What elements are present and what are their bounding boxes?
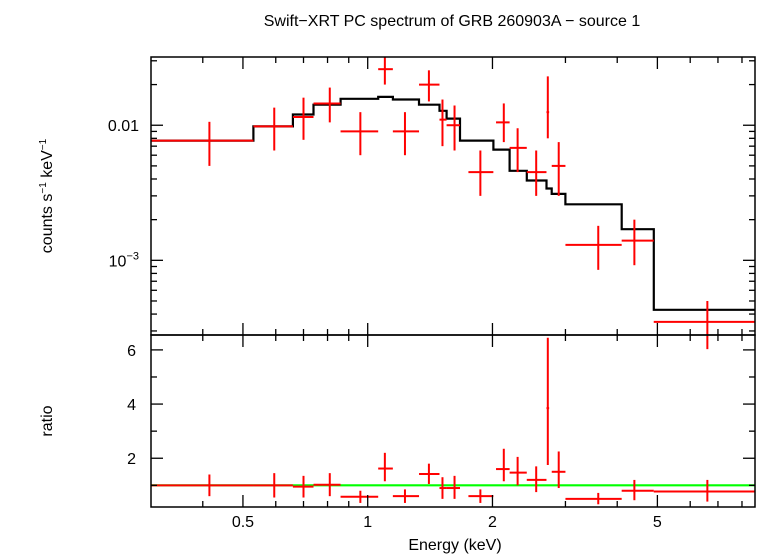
spectrum-point-9: [439, 99, 447, 147]
ratio-point-12: [496, 448, 510, 482]
ratio-point-4: [313, 473, 341, 497]
spectrum-point-8: [419, 70, 440, 102]
spectrum-point-17: [565, 225, 622, 270]
upper-frame: [150, 56, 756, 336]
data-layer: [151, 57, 755, 350]
x-tick-label: 1: [363, 514, 372, 531]
ratio-point-16: [551, 451, 566, 489]
spectrum-point-12: [496, 103, 510, 143]
ratio-point-18: [621, 479, 654, 501]
spectrum-point-10: [446, 105, 461, 151]
ratio-point-14: [526, 466, 547, 493]
y-tick-label: 0.01: [108, 118, 139, 135]
spectrum-point-7: [392, 112, 420, 156]
spectrum-point-14: [526, 150, 547, 196]
spectrum-point-6: [378, 57, 393, 85]
ratio-point-6: [378, 452, 393, 482]
spectrum-point-4: [313, 87, 341, 123]
spectrum-point-18: [621, 219, 654, 266]
chart-title: Swift−XRT PC spectrum of GRB 260903A − s…: [264, 13, 641, 30]
spectrum-point-3: [292, 97, 314, 140]
x-tick-label: 5: [653, 514, 662, 531]
ratio-panel: 0.5 1 2 5 2 4 6 ratio Energy (keV): [39, 334, 756, 554]
upper-ticks: 0.01 10−3: [108, 57, 755, 335]
ratio-point-2: [253, 473, 293, 498]
spectrum-point-13: [509, 128, 527, 173]
model-layer: [151, 95, 755, 311]
ratio-point-8: [419, 463, 440, 484]
model-step-line: [151, 95, 755, 311]
spectrum-panel: 0.01 10−3 counts s−1 keV−1: [38, 56, 756, 350]
ratio-point-13: [509, 456, 527, 486]
x-tick-label: 0.5: [232, 514, 254, 531]
ratio-point-5: [340, 490, 379, 503]
ratio-point-15: [546, 337, 550, 466]
ratio-point-11: [468, 489, 494, 503]
y-tick-label: 6: [127, 343, 136, 360]
upper-ylabel: counts s−1 keV−1: [38, 138, 56, 253]
ratio-point-17: [565, 492, 622, 505]
spectrum-point-15: [546, 76, 550, 139]
x-axis-label: Energy (keV): [408, 537, 501, 554]
lower-ticks: 0.5 1 2 5 2 4 6: [127, 335, 755, 531]
y-tick-label: 2: [127, 451, 136, 468]
ratio-point-9: [439, 477, 447, 499]
ratio-point-1: [151, 474, 254, 497]
ratio-point-7: [392, 489, 420, 503]
ratio-point-19: [653, 479, 755, 502]
x-tick-label: 2: [488, 514, 497, 531]
ratio-point-3: [292, 475, 314, 498]
y-tick-label: 4: [127, 397, 136, 414]
spectrum-point-16: [551, 142, 566, 196]
lower-ylabel: ratio: [39, 405, 56, 436]
spectrum-point-19: [653, 300, 755, 350]
ratio-data-layer: [151, 337, 755, 505]
ratio-point-10: [446, 475, 461, 499]
lower-frame: [150, 334, 756, 508]
spectrum-point-11: [468, 150, 494, 196]
spectrum-point-2: [253, 107, 293, 151]
spectrum-point-5: [340, 112, 379, 156]
spectrum-point-1: [151, 121, 254, 166]
y-tick-label: 10−3: [109, 250, 139, 270]
